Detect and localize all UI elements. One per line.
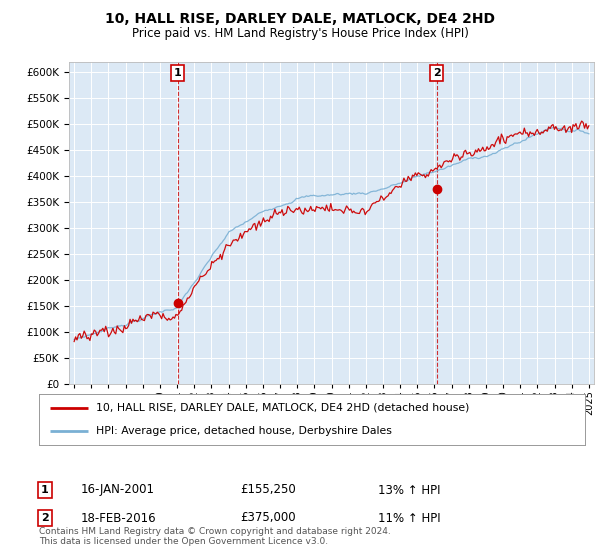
Text: HPI: Average price, detached house, Derbyshire Dales: HPI: Average price, detached house, Derb… [97, 426, 392, 436]
Text: 2: 2 [433, 68, 440, 78]
Text: Price paid vs. HM Land Registry's House Price Index (HPI): Price paid vs. HM Land Registry's House … [131, 27, 469, 40]
Text: 2: 2 [41, 513, 49, 523]
Text: 1: 1 [41, 485, 49, 495]
Text: 1: 1 [174, 68, 182, 78]
Text: 16-JAN-2001: 16-JAN-2001 [81, 483, 155, 497]
Text: 13% ↑ HPI: 13% ↑ HPI [378, 483, 440, 497]
Text: 18-FEB-2016: 18-FEB-2016 [81, 511, 157, 525]
Text: £155,250: £155,250 [240, 483, 296, 497]
Text: 11% ↑ HPI: 11% ↑ HPI [378, 511, 440, 525]
Text: 10, HALL RISE, DARLEY DALE, MATLOCK, DE4 2HD (detached house): 10, HALL RISE, DARLEY DALE, MATLOCK, DE4… [97, 403, 470, 413]
Text: Contains HM Land Registry data © Crown copyright and database right 2024.
This d: Contains HM Land Registry data © Crown c… [39, 526, 391, 546]
Text: £375,000: £375,000 [240, 511, 296, 525]
Text: 10, HALL RISE, DARLEY DALE, MATLOCK, DE4 2HD: 10, HALL RISE, DARLEY DALE, MATLOCK, DE4… [105, 12, 495, 26]
